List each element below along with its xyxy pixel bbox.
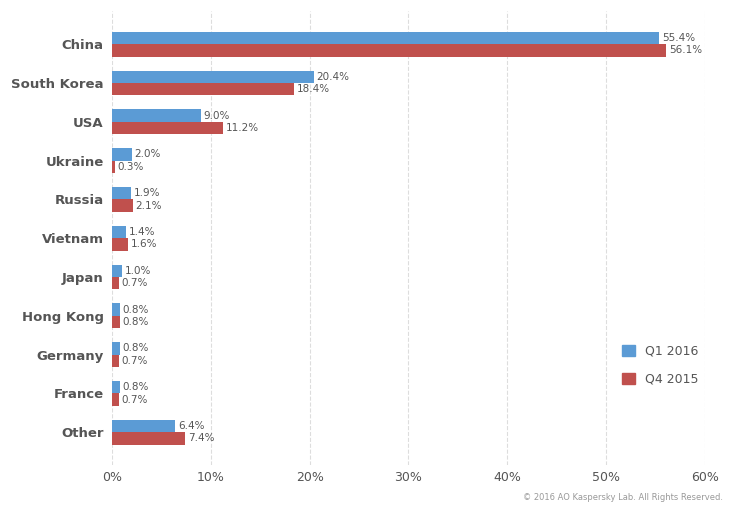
Text: 0.8%: 0.8% xyxy=(123,317,149,327)
Text: 0.7%: 0.7% xyxy=(122,278,148,288)
Text: 0.7%: 0.7% xyxy=(122,356,148,366)
Text: 6.4%: 6.4% xyxy=(178,421,204,431)
Text: 1.9%: 1.9% xyxy=(134,188,160,198)
Bar xyxy=(112,148,131,161)
Bar xyxy=(112,226,126,238)
Bar xyxy=(112,316,120,328)
Bar xyxy=(112,342,120,355)
Text: 0.7%: 0.7% xyxy=(122,394,148,405)
Text: 55.4%: 55.4% xyxy=(662,33,696,43)
Bar xyxy=(112,432,185,444)
Bar xyxy=(112,44,666,57)
Bar xyxy=(112,393,119,406)
Bar xyxy=(112,420,175,432)
Bar xyxy=(112,381,120,393)
Text: © 2016 AO Kaspersky Lab. All Rights Reserved.: © 2016 AO Kaspersky Lab. All Rights Rese… xyxy=(523,493,723,502)
Text: 0.8%: 0.8% xyxy=(123,343,149,354)
Text: 9.0%: 9.0% xyxy=(204,111,230,121)
Text: 2.1%: 2.1% xyxy=(136,200,162,211)
Bar xyxy=(112,71,314,83)
Bar xyxy=(112,32,659,44)
Text: 2.0%: 2.0% xyxy=(134,149,161,160)
Text: 7.4%: 7.4% xyxy=(188,433,215,443)
Bar xyxy=(112,304,120,316)
Bar xyxy=(112,122,223,134)
Bar xyxy=(112,83,293,95)
Text: 0.3%: 0.3% xyxy=(118,162,145,172)
Text: 11.2%: 11.2% xyxy=(226,123,258,133)
Text: 18.4%: 18.4% xyxy=(297,84,330,94)
Text: 56.1%: 56.1% xyxy=(669,45,702,56)
Legend: Q1 2016, Q4 2015: Q1 2016, Q4 2015 xyxy=(616,338,704,392)
Text: 20.4%: 20.4% xyxy=(317,72,350,82)
Bar xyxy=(112,199,133,212)
Text: 1.0%: 1.0% xyxy=(125,266,151,276)
Text: 1.4%: 1.4% xyxy=(128,227,155,237)
Bar xyxy=(112,187,131,199)
Bar xyxy=(112,161,115,173)
Text: 0.8%: 0.8% xyxy=(123,382,149,392)
Bar xyxy=(112,110,201,122)
Bar xyxy=(112,277,119,289)
Bar xyxy=(112,265,122,277)
Bar xyxy=(112,238,128,250)
Text: 0.8%: 0.8% xyxy=(123,305,149,315)
Bar xyxy=(112,355,119,367)
Text: 1.6%: 1.6% xyxy=(131,239,157,249)
